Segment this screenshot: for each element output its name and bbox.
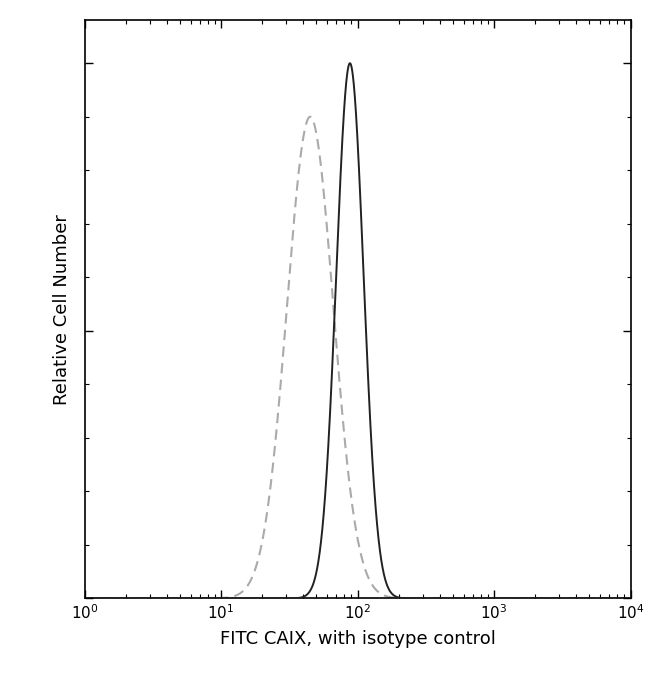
Y-axis label: Relative Cell Number: Relative Cell Number [53,214,72,405]
X-axis label: FITC CAIX, with isotype control: FITC CAIX, with isotype control [220,630,495,648]
